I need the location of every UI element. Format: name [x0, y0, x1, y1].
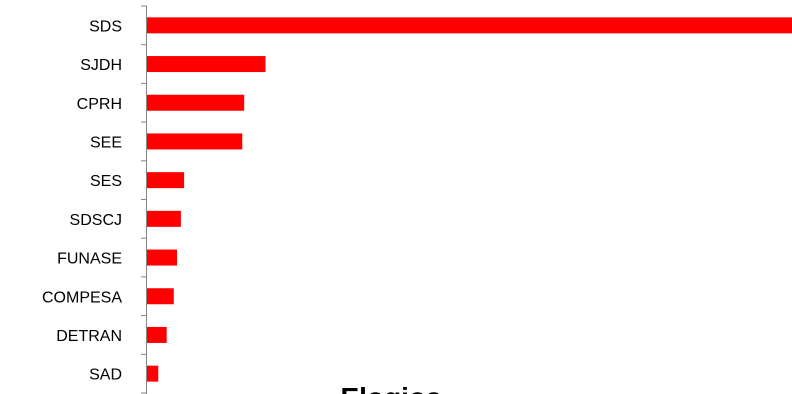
- category-label-funase: FUNASE: [57, 251, 122, 268]
- category-label-compesa: COMPESA: [42, 289, 122, 306]
- bar-sad: [146, 365, 159, 382]
- category-label-cprh: CPRH: [77, 96, 122, 113]
- bars-group: [146, 17, 792, 382]
- category-label-ses: SES: [90, 173, 122, 190]
- category-label-sdscj: SDSCJ: [70, 212, 122, 229]
- bar-funase: [146, 249, 178, 266]
- category-label-see: SEE: [90, 134, 122, 151]
- category-label-sds: SDS: [89, 18, 122, 35]
- category-label-sad: SAD: [89, 367, 122, 384]
- category-labels: SDS SJDH CPRH SEE SES SDSCJ FUNASE COMPESA DETRA…: [42, 18, 122, 383]
- bar-see: [146, 133, 243, 150]
- bar-compesa: [146, 288, 174, 305]
- bar-detran: [146, 326, 167, 343]
- category-label-detran: DETRAN: [56, 328, 122, 345]
- bar-ses: [146, 172, 185, 189]
- category-label-sjdh: SJDH: [80, 57, 122, 74]
- chart-title: Elogios: [340, 382, 441, 394]
- bar-cprh: [146, 94, 245, 111]
- bar-sdscj: [146, 210, 181, 227]
- bar-sds: [146, 17, 792, 34]
- bar-sjdh: [146, 56, 266, 73]
- y-axis: [141, 5, 147, 394]
